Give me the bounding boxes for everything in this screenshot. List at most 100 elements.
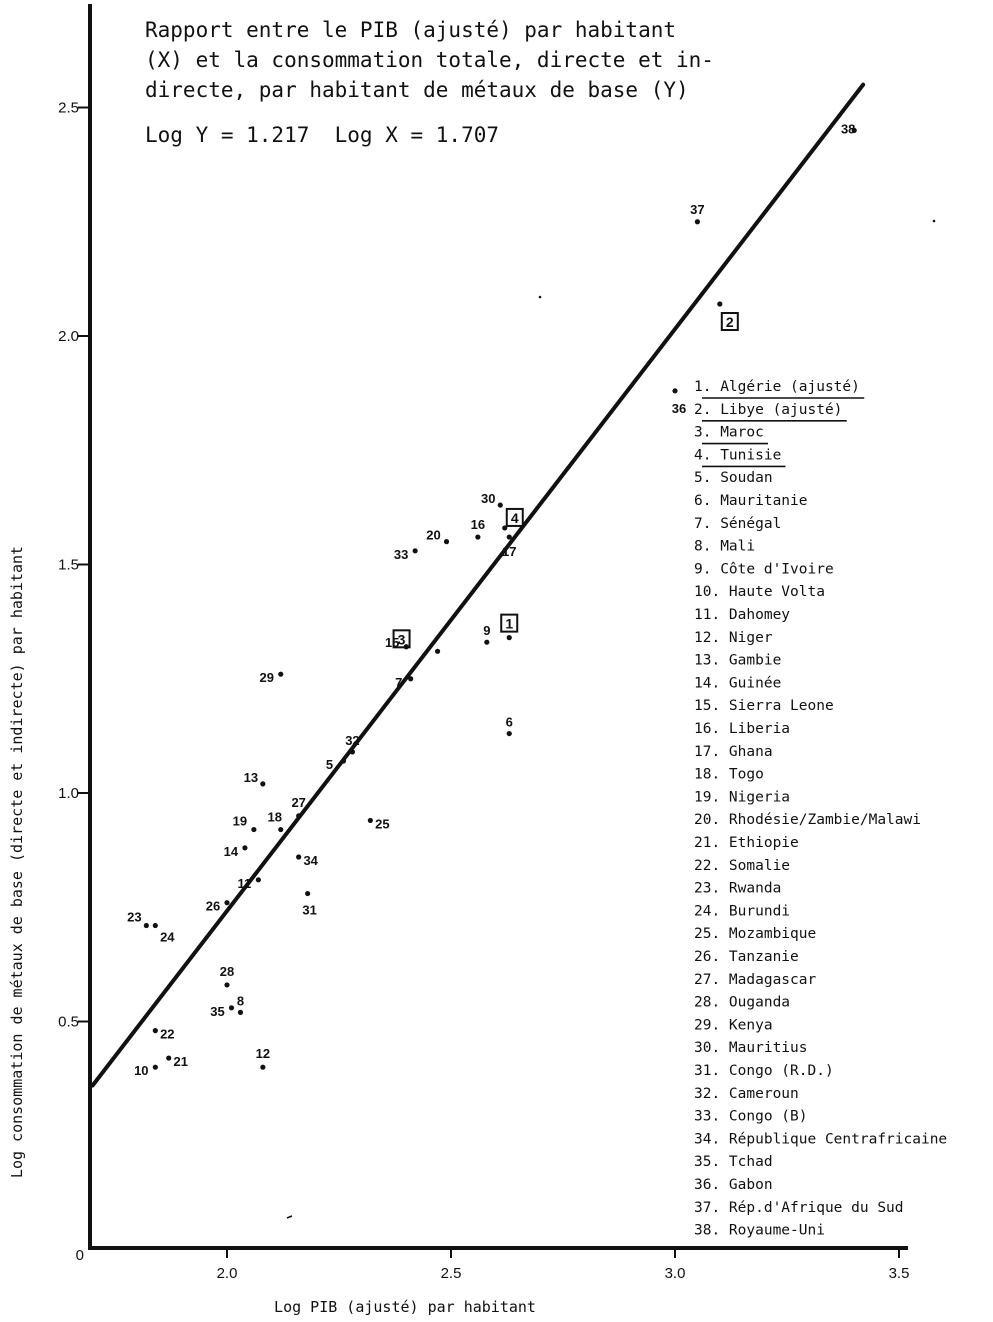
data-point — [278, 826, 284, 833]
point-label: 37 — [690, 202, 704, 217]
data-point — [367, 817, 373, 824]
point-label: 31 — [302, 903, 316, 918]
data-point — [403, 644, 409, 650]
specks — [932, 219, 936, 223]
y-tick-label: 2.5 — [58, 100, 79, 117]
point-label: 35 — [210, 1004, 224, 1019]
point-label: 24 — [160, 930, 175, 945]
legend-entry: 33. Congo (B) — [694, 1109, 808, 1125]
data-point — [278, 671, 284, 677]
legend-entry: 12. Niger — [694, 630, 773, 646]
data-point — [340, 758, 347, 764]
data-point — [143, 922, 149, 929]
legend-entry: 27. Madagascar — [694, 972, 816, 988]
point-label: 5 — [326, 757, 333, 772]
legend-entry: 32. Cameroun — [694, 1086, 799, 1102]
legend-entry: 9. Côte d'Ivoire — [694, 561, 834, 577]
data-point — [506, 730, 512, 737]
legend-entry: 11. Dahomey — [694, 607, 790, 623]
data-point — [242, 845, 248, 851]
legend-entry: 26. Tanzanie — [694, 949, 799, 965]
legend-entry: 30. Mauritius — [694, 1040, 808, 1056]
boxed-label-frame — [505, 507, 524, 527]
legend-entry: 34. République Centrafricaine — [694, 1131, 947, 1147]
legend-entry: 22. Somalie — [694, 858, 790, 874]
x-axis-label: Log PIB (ajusté) par habitant — [274, 1298, 536, 1316]
legend-entry: 17. Ghana — [694, 744, 773, 760]
data-point — [255, 877, 261, 883]
point-label: 22 — [160, 1027, 174, 1042]
x-tick-label: 3.5 — [889, 1265, 910, 1282]
point-label: 10 — [134, 1063, 148, 1078]
point-label: 34 — [303, 853, 318, 868]
specks — [538, 295, 542, 299]
legend-entry: 7. Sénégal — [694, 516, 781, 532]
data-point — [717, 301, 723, 307]
legend-entry: 16. Liberia — [694, 721, 790, 737]
data-point — [497, 502, 503, 508]
x-ticks: 2.0 2.5 3.0 3.5 — [217, 1248, 910, 1282]
data-point — [260, 781, 266, 787]
point-label: 2 — [726, 314, 734, 330]
point-label: 12 — [256, 1046, 270, 1061]
point-label: 26 — [206, 899, 220, 914]
point-label: 29 — [260, 670, 274, 685]
data-point — [152, 922, 158, 929]
legend: 1. Algérie (ajusté) 2. Libye (ajusté) 3. M… — [694, 379, 947, 1239]
legend-entry: 35. Tchad — [694, 1154, 773, 1170]
legend-entry: 37. Rép.d'Afrique du Sud — [694, 1200, 904, 1216]
legend-entry: 15. Sierra Leone — [694, 698, 834, 714]
regression-formula: Log Y = 1.217 Log X = 1.707 — [145, 123, 499, 147]
point-label: 27 — [291, 795, 305, 810]
legend-entry: 2. Libye (ajusté) — [694, 402, 842, 418]
point-label: 6 — [506, 715, 513, 730]
point-label: 17 — [502, 544, 516, 559]
point-label: 18 — [268, 810, 282, 825]
point-label: 28 — [220, 964, 234, 979]
data-point — [694, 219, 701, 225]
point-label: 32 — [345, 733, 359, 748]
legend-entry: 8. Mali — [694, 539, 755, 555]
point-label: 1 — [505, 616, 513, 632]
data-points: 1234567891011121314151617181920212223242… — [127, 121, 857, 1078]
specks — [286, 1215, 293, 1219]
legend-entry: 20. Rhodésie/Zambie/Malawi — [694, 812, 921, 828]
point-label: 19 — [233, 814, 247, 829]
data-point — [484, 639, 490, 645]
boxed-label-frame — [720, 312, 739, 332]
point-label: 9 — [483, 623, 490, 638]
data-point — [237, 1009, 244, 1015]
x-tick-label: 2.5 — [441, 1265, 462, 1282]
y-tick-label: 0 — [76, 1247, 84, 1264]
data-point — [506, 534, 512, 540]
data-point — [251, 826, 257, 833]
legend-entry: 23. Rwanda — [694, 881, 781, 897]
data-point — [408, 676, 414, 682]
data-point — [296, 854, 302, 860]
boxed-label-frame — [500, 613, 519, 633]
chart-title: Rapport entre le PIB (ajusté) par habita… — [145, 18, 714, 147]
point-label: 30 — [481, 491, 495, 506]
boxed-label-frame — [392, 629, 411, 649]
title-line-3: directe, par habitant de métaux de base … — [145, 78, 689, 102]
regression-line — [90, 82, 866, 1088]
title-line-2: (X) et la consommation totale, directe e… — [145, 48, 714, 72]
legend-entry: 6. Mauritanie — [694, 493, 808, 509]
legend-entry: 31. Congo (R.D.) — [694, 1063, 834, 1079]
data-point — [166, 1055, 172, 1061]
data-point — [475, 534, 481, 540]
legend-entry: 36. Gabon — [694, 1177, 773, 1193]
point-label: 38 — [841, 121, 855, 136]
point-label: 4 — [511, 510, 519, 526]
data-point — [224, 982, 230, 988]
legend-entry: 18. Togo — [694, 767, 764, 783]
point-label: 15 — [385, 635, 399, 650]
data-point — [152, 1064, 158, 1070]
legend-entry: 4. Tunisie — [694, 447, 781, 463]
legend-entry: 21. Ethiopie — [694, 835, 799, 851]
axes — [88, 4, 908, 1250]
point-label: 33 — [394, 547, 408, 562]
legend-entry: 29. Kenya — [694, 1017, 773, 1033]
legend-entry: 5. Soudan — [694, 470, 773, 486]
